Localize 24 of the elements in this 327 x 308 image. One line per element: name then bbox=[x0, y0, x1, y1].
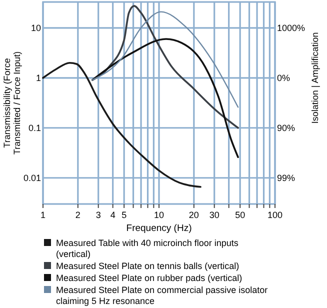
text: 90% bbox=[277, 122, 296, 133]
y-tick-label: 1 bbox=[36, 72, 41, 83]
legend-label: Measured Steel Plate on rubber pads (vertical) bbox=[56, 273, 242, 283]
text: 1000% bbox=[277, 22, 306, 33]
y-axis-title: Transmissibility (Force Transmitted / Force Input) bbox=[2, 51, 22, 155]
legend-label: Measured Steel Plate on commercial passive isolator claiming 5 Hz resonance bbox=[56, 285, 268, 306]
text: 0% bbox=[277, 72, 290, 83]
x-tick-label: 100 bbox=[267, 210, 283, 220]
x-tick-label: 10 bbox=[154, 210, 164, 220]
y-tick-label: 0.1 bbox=[28, 122, 41, 133]
x-tick-label: 3 bbox=[96, 210, 101, 220]
legend-label: Measured Steel Plate on tennis balls (vertical) bbox=[56, 261, 240, 271]
x-tick-label: 4 bbox=[110, 210, 116, 220]
x-axis-title: Frequency (Hz) bbox=[126, 223, 192, 234]
text: 99% bbox=[277, 172, 296, 183]
y-tick-label: 0.01 bbox=[23, 172, 41, 183]
x-tick-label: 30 bbox=[209, 210, 220, 220]
legend-label: Measured Table with 40 microinch floor inputs (vertical) bbox=[56, 238, 239, 259]
x-tick-label: 5 bbox=[122, 210, 127, 220]
x-tick-label: 20 bbox=[188, 210, 199, 220]
x-tick-label: 2 bbox=[75, 210, 80, 220]
x-tick-label: 50 bbox=[235, 210, 246, 220]
y2-axis-title: Isolation | Amplification bbox=[310, 32, 320, 124]
y-tick-label: 10 bbox=[30, 22, 41, 33]
